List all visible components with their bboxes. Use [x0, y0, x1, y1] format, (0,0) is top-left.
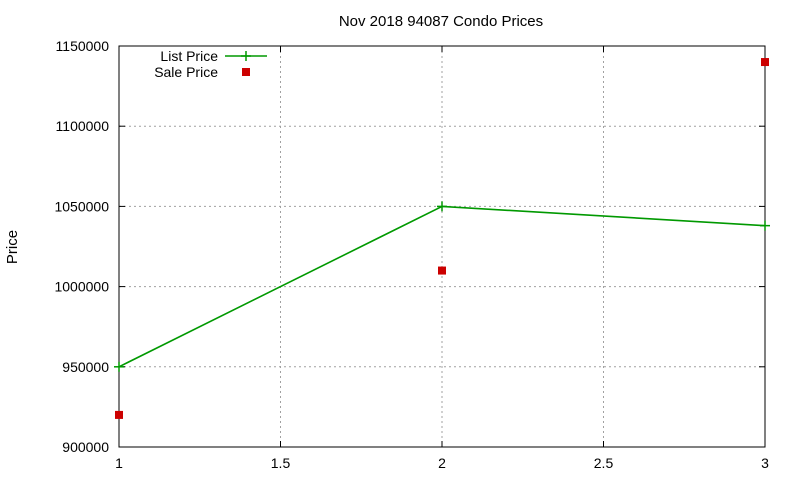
y-tick-label: 1000000	[54, 279, 109, 295]
y-tick-label: 900000	[62, 439, 109, 455]
data-point	[114, 361, 124, 372]
x-tick-label: 2	[438, 455, 446, 471]
legend-label: Sale Price	[154, 64, 218, 80]
grid-lines	[119, 46, 765, 447]
data-point	[438, 266, 446, 275]
x-tick-label: 3	[761, 455, 769, 471]
x-tick-label: 1.5	[271, 455, 291, 471]
data-point	[760, 220, 770, 231]
axis-ticks: 1 1.5 2 2.5 3 900000 950000 1000000 1050000 11000…	[54, 38, 769, 471]
y-axis-label: Price	[4, 230, 21, 264]
y-tick-label: 1150000	[56, 38, 110, 54]
legend-swatch-marker	[241, 51, 251, 61]
chart-title: Nov 2018 94087 Condo Prices	[339, 13, 543, 30]
legend-label: List Price	[160, 48, 218, 64]
legend-swatch-marker	[242, 68, 250, 76]
data-point	[761, 58, 769, 67]
series-layer	[114, 58, 770, 419]
series-sale-price	[115, 58, 769, 419]
y-tick-label: 1100000	[56, 118, 110, 134]
data-point	[115, 410, 123, 419]
data-point	[437, 201, 447, 212]
series-list-price	[114, 201, 770, 372]
y-tick-label: 1050000	[54, 198, 109, 214]
x-tick-label: 2.5	[594, 455, 614, 471]
x-tick-label: 1	[115, 455, 123, 471]
y-tick-label: 950000	[62, 359, 109, 375]
